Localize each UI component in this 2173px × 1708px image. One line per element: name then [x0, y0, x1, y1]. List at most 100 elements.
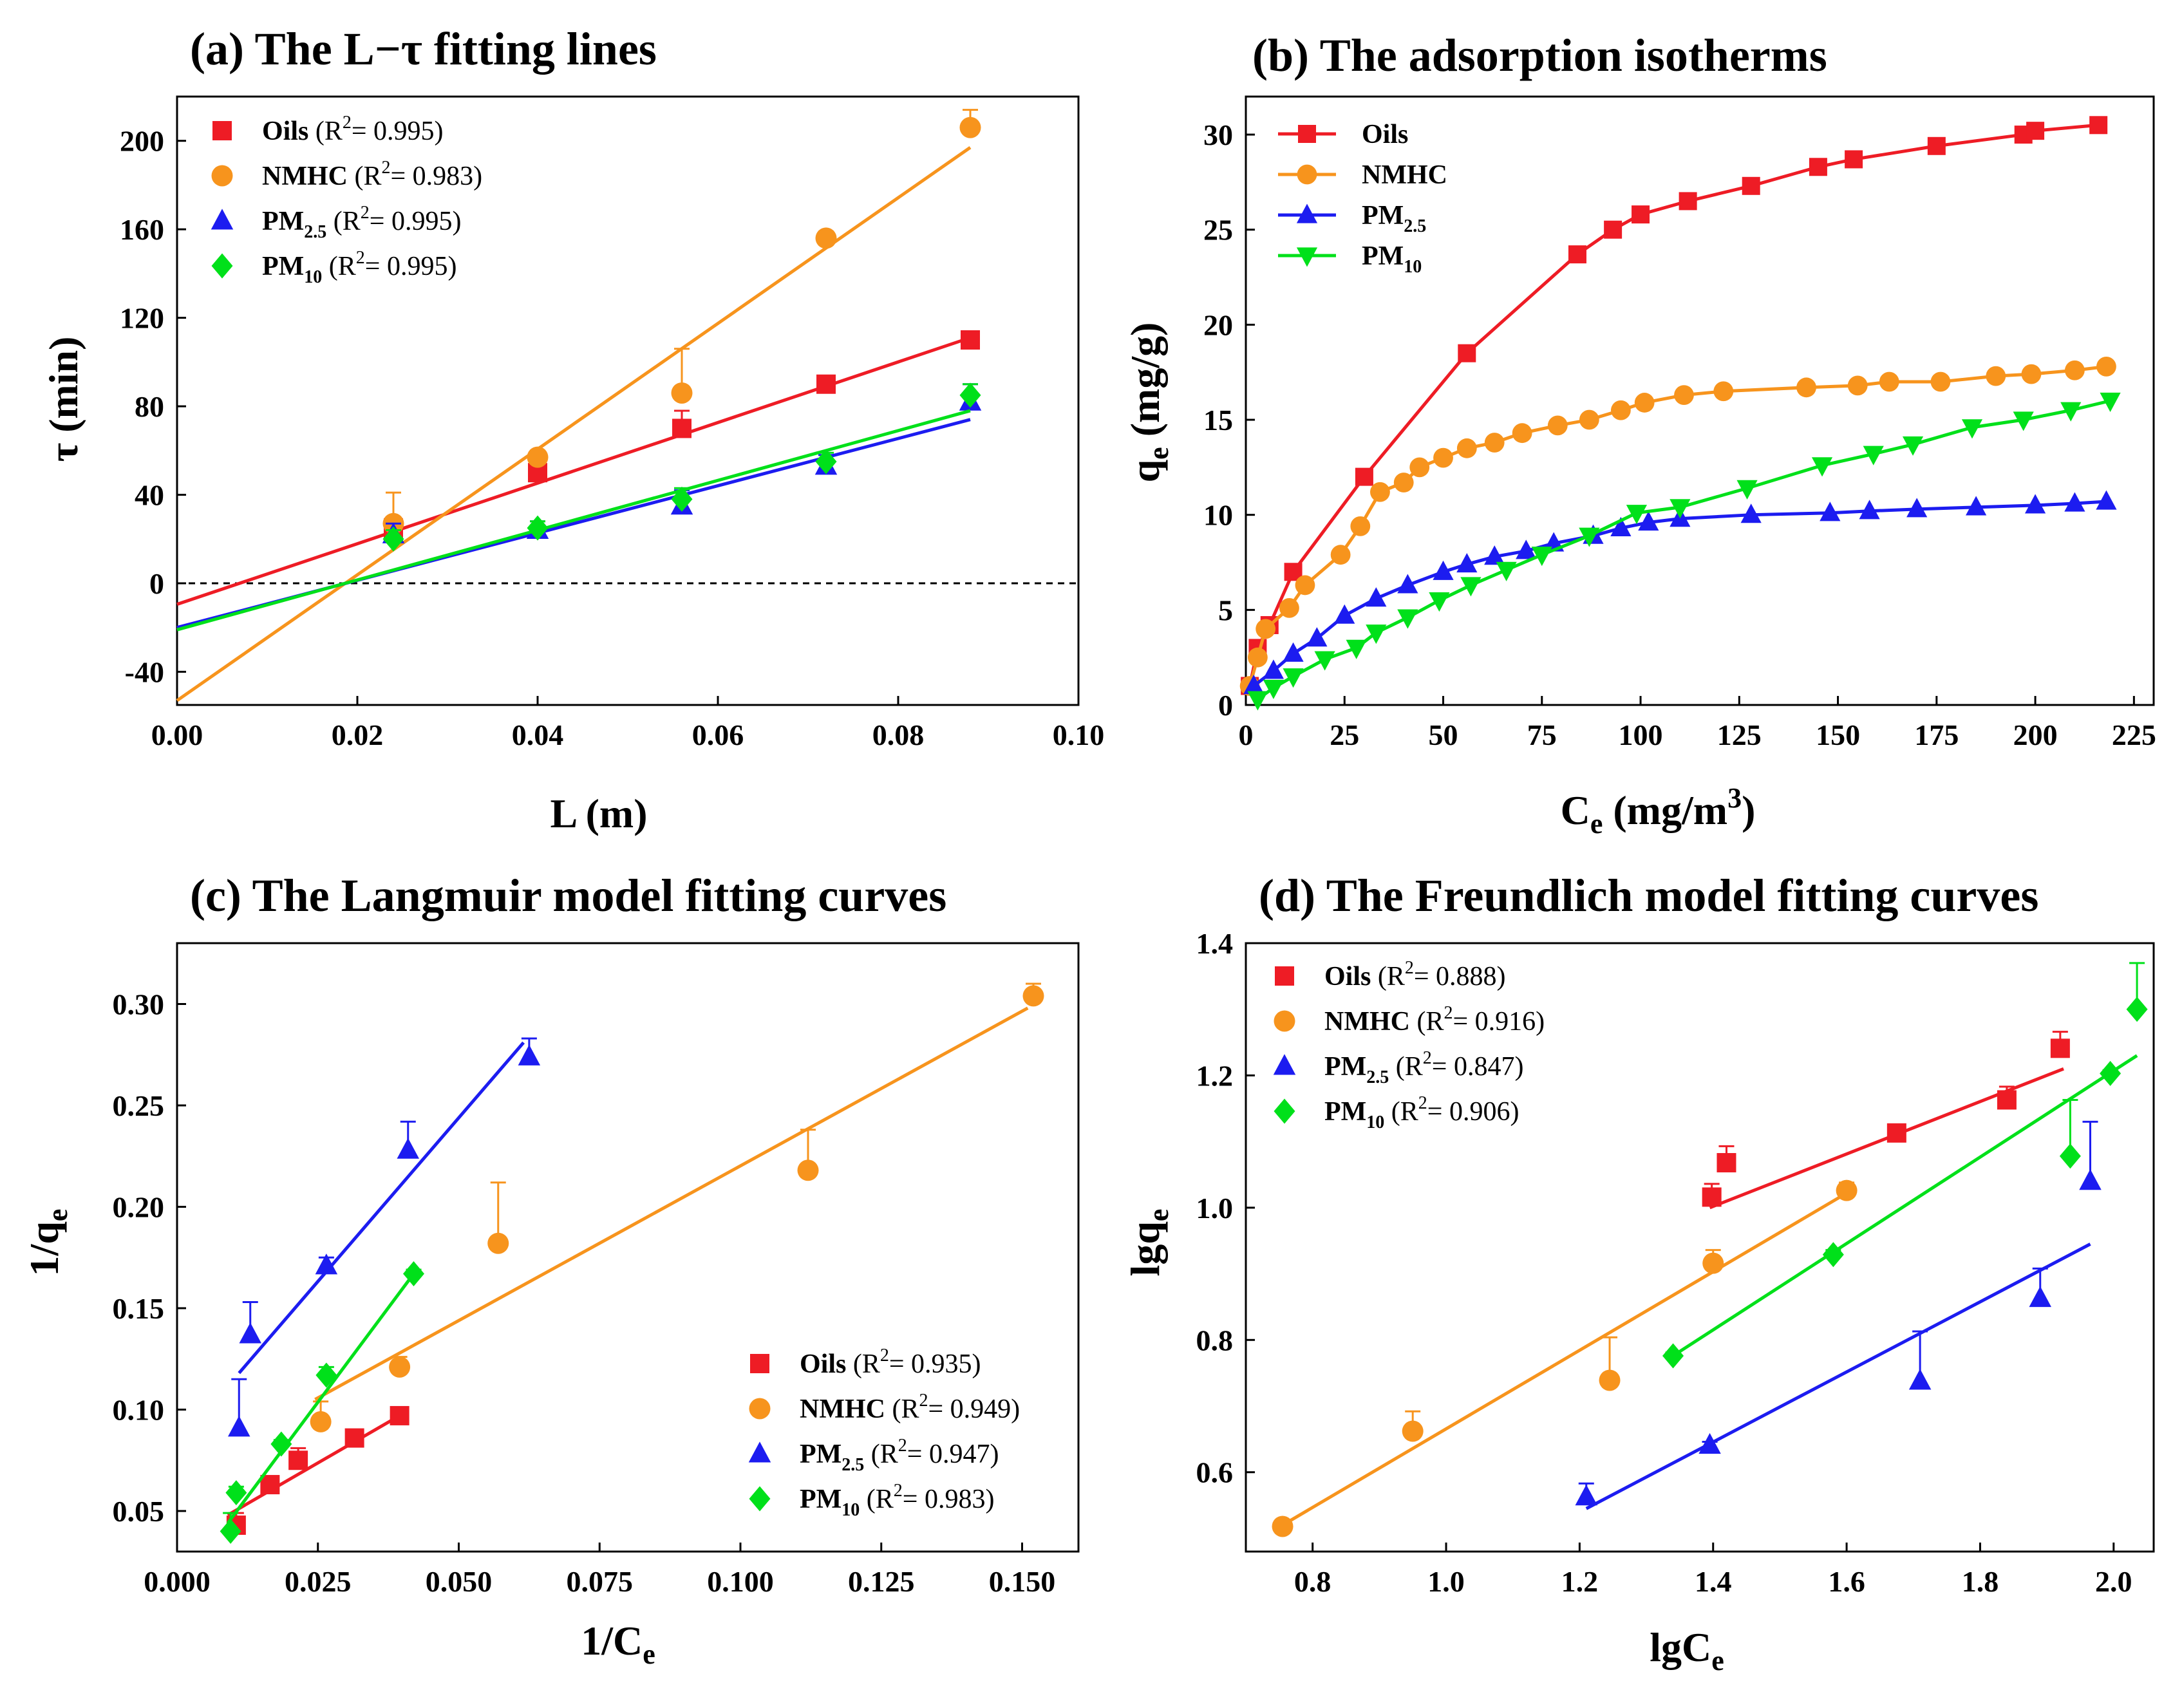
legend-name: PM [800, 1440, 842, 1469]
legend-entry: PM2.5 (R2= 0.995) [211, 203, 461, 242]
x-axis-label: lgCe [1650, 1624, 1724, 1676]
legend-entry: PM10 (R2= 0.995) [211, 248, 456, 287]
y-axis-label: 1/qe [21, 1209, 73, 1277]
data-point [1579, 409, 1599, 430]
series-oils [1241, 116, 2108, 695]
data-point [1632, 205, 1650, 224]
data-point [1902, 436, 1924, 456]
y-tick-label: 0 [1218, 689, 1233, 722]
data-point [671, 382, 693, 404]
data-point [397, 1138, 419, 1159]
legend-name: NMHC [800, 1394, 885, 1424]
data-point [959, 117, 981, 138]
x-tick-label: 0.075 [567, 1565, 634, 1598]
data-point [1283, 668, 1304, 688]
y-tick-label: 0.30 [113, 988, 165, 1021]
legend-marker [1274, 1010, 1295, 1032]
data-point [1679, 192, 1697, 211]
fit-line [314, 1006, 1029, 1401]
data-point [1579, 527, 1600, 547]
data-point [1247, 647, 1268, 668]
subscript: e [1711, 1645, 1724, 1676]
label-rest: (mg/m [1603, 787, 1727, 833]
legend-label: NMHC (R2= 0.916) [1324, 1003, 1545, 1037]
legend-name: Oils [1324, 962, 1371, 991]
y-tick-label: 1.4 [1196, 927, 1234, 960]
y-tick-label: 0.6 [1196, 1456, 1234, 1489]
data-point [1638, 511, 1659, 531]
legend-spacer [322, 252, 329, 281]
legend-r2: (R [867, 1485, 894, 1514]
data-point [239, 1322, 261, 1344]
legend-r2-value: = 0.888) [1414, 962, 1506, 991]
data-point [961, 330, 980, 350]
y-tick-label: 0.10 [113, 1394, 165, 1427]
legend-spacer [846, 1349, 853, 1379]
y-tick-label: 20 [1203, 308, 1233, 341]
x-tick-label: 0.100 [707, 1565, 774, 1598]
legend-label: Oils (R2= 0.935) [800, 1346, 981, 1379]
data-point [518, 1044, 541, 1065]
y-tick-label: 40 [135, 479, 164, 512]
plot-frame [1245, 942, 2155, 1553]
plot-frame [176, 95, 1080, 706]
data-point [1402, 1420, 1424, 1442]
legend-marker [1296, 247, 1318, 267]
data-point [797, 1159, 819, 1181]
data-point [671, 486, 693, 512]
x-tick-label: 0.10 [1053, 718, 1105, 751]
data-point [815, 449, 837, 474]
series-pm10 [176, 382, 981, 632]
fit-line [1281, 1192, 1848, 1527]
data-point [1863, 446, 1884, 465]
legend-r2-superscript: 2 [1418, 1093, 1427, 1113]
data-point [1796, 377, 1816, 398]
data-point [1458, 344, 1476, 362]
y-tick-label: 1.0 [1196, 1192, 1234, 1225]
plot-frame [176, 942, 1080, 1553]
legend-spacer [864, 1440, 871, 1469]
subscript: e [1143, 447, 1174, 460]
legend-spacer [860, 1485, 867, 1514]
legend-r2: (R [354, 162, 381, 191]
data-point [1662, 1343, 1684, 1369]
data-point [1736, 480, 1758, 500]
data-point [2013, 411, 2034, 431]
data-point [2064, 360, 2085, 380]
legend-r2-value: = 0.947) [907, 1440, 999, 1469]
y-axis-label: lgqe [1122, 1209, 1174, 1277]
legend-r2-superscript: 2 [1423, 1048, 1432, 1068]
data-point [1330, 545, 1351, 565]
legend-marker [212, 121, 232, 140]
series-pm10 [1662, 962, 2148, 1369]
legend-spacer [885, 1394, 892, 1424]
x-axis-label: Ce (mg/m3) [1561, 782, 1756, 840]
x-tick-label: 1.2 [1561, 1565, 1599, 1598]
y-tick-label: 160 [120, 213, 164, 246]
data-point [2024, 494, 2046, 514]
y-tick-label: 1.2 [1196, 1059, 1234, 1092]
x-axis-label: 1/Ce [581, 1618, 655, 1670]
data-point [1366, 587, 1387, 607]
legend-label: PM2.5 (R2= 0.847) [1324, 1048, 1523, 1087]
data-point [487, 1232, 509, 1254]
plot-frame [1245, 95, 2155, 706]
data-point [1350, 516, 1371, 536]
legend-entry: PM10 (R2= 0.906) [1274, 1093, 1519, 1132]
legend-label: Oils (R2= 0.995) [262, 113, 444, 146]
legend-r2: (R [892, 1394, 919, 1424]
legend-label: NMHC [1362, 160, 1447, 190]
data-point [1397, 609, 1418, 629]
data-point [2029, 1286, 2051, 1308]
legend-marker [749, 1398, 771, 1420]
series-pm25 [1243, 490, 2117, 695]
x-tick-label: 200 [2013, 718, 2058, 751]
data-point [2064, 492, 2085, 512]
data-point [1961, 419, 1983, 439]
legend-name: PM [1324, 1097, 1366, 1127]
x-tick-label: 125 [1717, 718, 1762, 751]
legend-subscript: 10 [842, 1500, 860, 1520]
legend-r2-superscript: 2 [919, 1391, 928, 1411]
